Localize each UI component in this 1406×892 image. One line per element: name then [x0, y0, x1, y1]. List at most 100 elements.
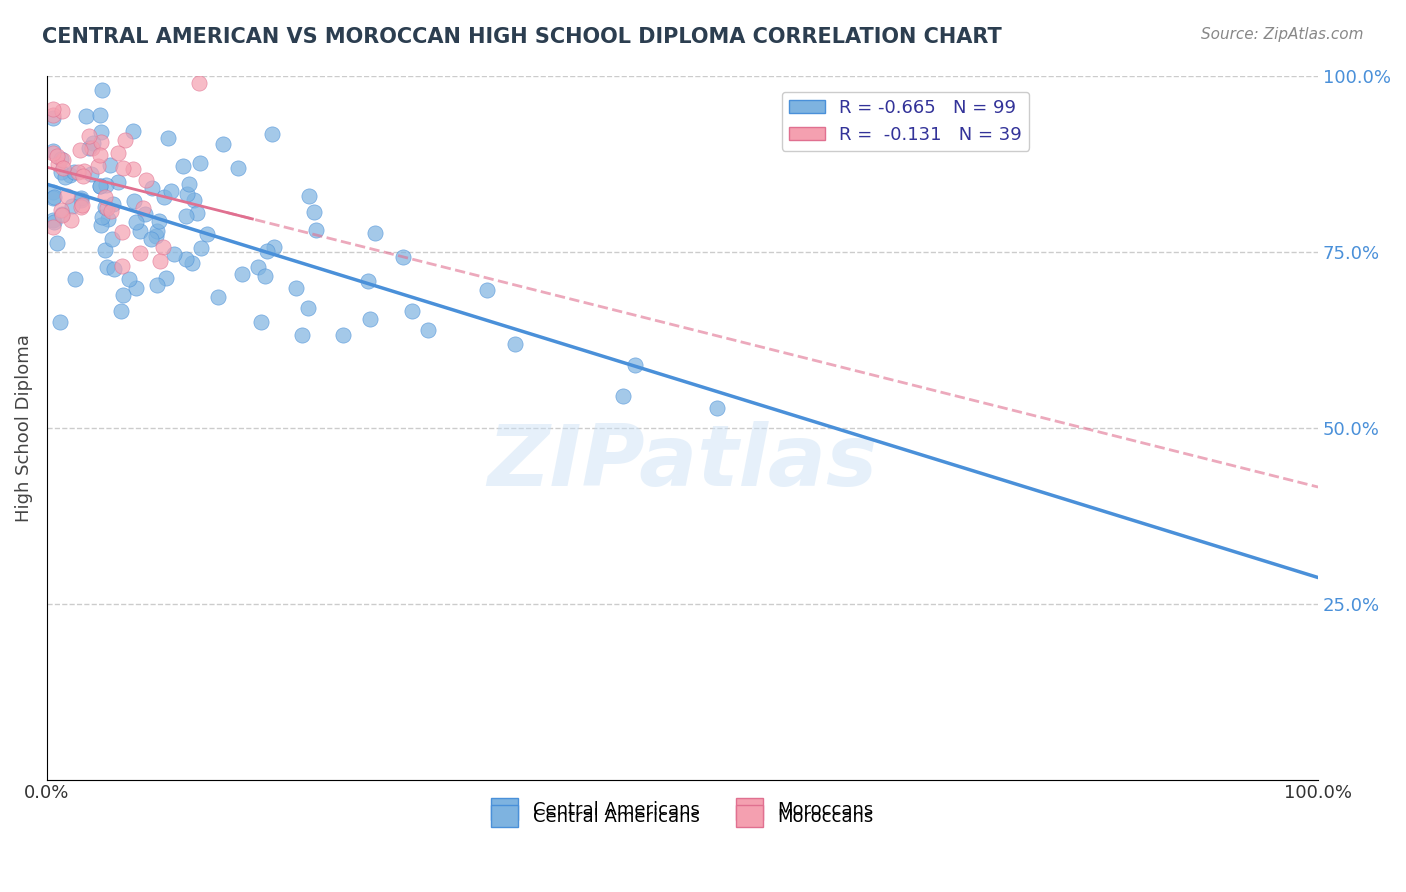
Central Americans — [42, 190, 65, 204]
Moroccans — [93, 190, 115, 204]
Central Americans — [63, 272, 86, 286]
Moroccans — [111, 161, 134, 175]
Moroccans — [60, 212, 83, 227]
Central Americans — [298, 189, 321, 203]
Central Americans — [91, 210, 114, 224]
Moroccans — [149, 254, 172, 268]
Central Americans — [160, 184, 183, 198]
Central Americans — [163, 246, 186, 260]
Central Americans — [706, 401, 728, 416]
Central Americans — [110, 304, 132, 318]
Moroccans — [49, 203, 72, 218]
Central Americans — [60, 199, 83, 213]
Central Americans — [260, 127, 283, 141]
Central Americans — [357, 274, 380, 288]
Central Americans — [42, 191, 65, 205]
Central Americans — [302, 204, 325, 219]
Central Americans — [156, 131, 179, 145]
Central Americans — [364, 227, 387, 241]
Central Americans — [96, 260, 118, 275]
Y-axis label: High School Diploma: High School Diploma — [15, 334, 32, 522]
Moroccans — [51, 208, 73, 222]
Central Americans — [612, 389, 634, 403]
Central Americans — [44, 215, 66, 229]
Central Americans — [101, 197, 124, 211]
Central Americans — [91, 83, 114, 97]
Central Americans — [77, 141, 100, 155]
Moroccans — [129, 246, 152, 260]
Central Americans — [82, 136, 104, 150]
Central Americans — [297, 301, 319, 315]
Central Americans — [624, 359, 647, 373]
Moroccans — [111, 259, 134, 273]
Central Americans — [180, 256, 202, 270]
Central Americans — [246, 260, 269, 274]
Moroccans — [42, 108, 65, 122]
Central Americans — [125, 281, 148, 295]
Central Americans — [152, 190, 174, 204]
Central Americans — [250, 315, 273, 329]
Moroccans — [51, 103, 73, 118]
Moroccans — [90, 136, 112, 150]
Central Americans — [285, 281, 308, 295]
Text: CENTRAL AMERICAN VS MOROCCAN HIGH SCHOOL DIPLOMA CORRELATION CHART: CENTRAL AMERICAN VS MOROCCAN HIGH SCHOOL… — [42, 27, 1002, 46]
Moroccans — [96, 201, 118, 215]
Moroccans — [42, 219, 65, 234]
Moroccans — [107, 146, 129, 161]
Central Americans — [51, 165, 73, 179]
Central Americans — [48, 315, 70, 329]
Central Americans — [207, 290, 229, 304]
Central Americans — [190, 241, 212, 255]
Central Americans — [177, 178, 200, 192]
Moroccans — [52, 153, 75, 167]
Central Americans — [226, 161, 249, 176]
Moroccans — [42, 146, 65, 161]
Moroccans — [80, 141, 103, 155]
Central Americans — [188, 156, 211, 170]
Central Americans — [94, 200, 117, 214]
Central Americans — [391, 250, 413, 264]
Central Americans — [155, 270, 177, 285]
Central Americans — [174, 209, 197, 223]
Moroccans — [114, 132, 136, 146]
Central Americans — [63, 165, 86, 179]
Moroccans — [111, 225, 134, 239]
Central Americans — [111, 288, 134, 302]
Central Americans — [503, 337, 526, 351]
Central Americans — [46, 236, 69, 251]
Central Americans — [69, 194, 91, 208]
Central Americans — [100, 231, 122, 245]
Central Americans — [89, 179, 111, 194]
Moroccans — [86, 159, 108, 173]
Central Americans — [98, 158, 121, 172]
Central Americans — [122, 194, 145, 208]
Central Americans — [103, 262, 125, 277]
Central Americans — [231, 267, 253, 281]
Central Americans — [146, 278, 169, 293]
Central Americans — [141, 181, 163, 195]
Central Americans — [148, 214, 170, 228]
Moroccans — [135, 173, 157, 187]
Moroccans — [77, 129, 100, 144]
Central Americans — [401, 304, 423, 318]
Central Americans — [212, 137, 235, 152]
Central Americans — [90, 219, 112, 233]
Moroccans — [45, 149, 67, 163]
Moroccans — [70, 198, 93, 212]
Text: ZIPatlas: ZIPatlas — [488, 421, 877, 504]
Moroccans — [122, 162, 145, 177]
Central Americans — [172, 159, 194, 173]
Central Americans — [359, 311, 381, 326]
Central Americans — [145, 229, 167, 244]
Central Americans — [416, 323, 439, 337]
Central Americans — [145, 224, 167, 238]
Central Americans — [332, 328, 354, 343]
Central Americans — [59, 168, 82, 182]
Central Americans — [176, 187, 198, 202]
Central Americans — [90, 125, 112, 139]
Moroccans — [46, 156, 69, 170]
Central Americans — [477, 283, 499, 297]
Moroccans — [89, 148, 111, 162]
Central Americans — [183, 193, 205, 207]
Central Americans — [139, 232, 162, 246]
